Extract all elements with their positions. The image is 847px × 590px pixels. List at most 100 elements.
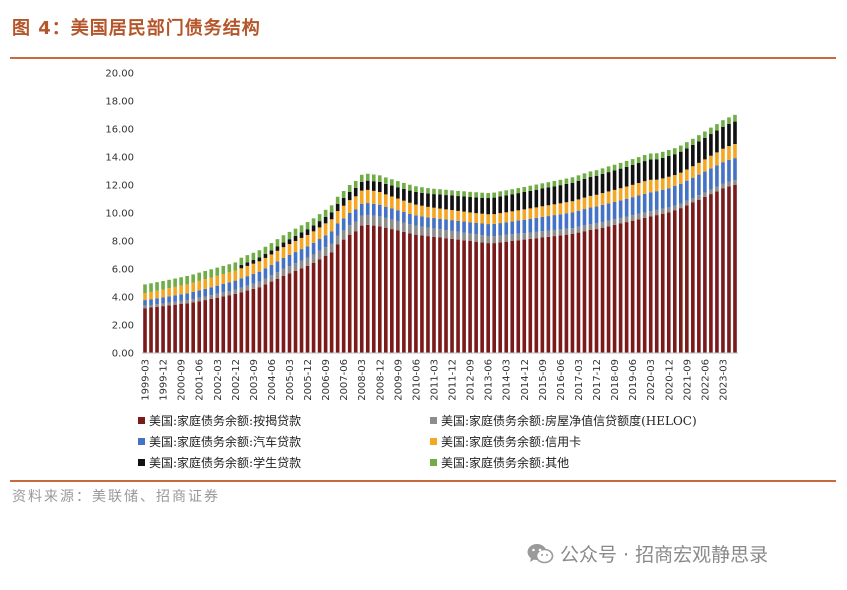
bar-segment-s0-2012-03 (456, 239, 460, 353)
bar-segment-s4-2008-03 (359, 181, 364, 191)
bar-segment-s3-2010-03 (408, 202, 412, 214)
bar-segment-s3-2005-03 (287, 244, 292, 255)
bar-segment-s5-2004-09 (275, 239, 280, 247)
y-tick-label: 10.00 (105, 209, 134, 220)
bar-segment-s1-2021-09 (685, 200, 689, 206)
bar-segment-s3-2018-12 (618, 188, 623, 201)
bar-segment-s0-2011-06 (438, 237, 442, 353)
x-tick-label: 2021-09 (682, 359, 693, 401)
bar-segment-s1-2001-12 (209, 295, 214, 299)
bar-segment-s5-2022-03 (697, 135, 701, 142)
bar-segment-s5-2017-09 (588, 171, 593, 178)
bar-segment-s3-2002-09 (227, 272, 232, 283)
legend-item: 美国:家庭债务余额:汽车贷款 (138, 433, 301, 450)
bar-segment-s3-2015-03 (528, 208, 533, 219)
bar-segment-s3-2008-09 (371, 190, 376, 204)
bar-segment-s2-2014-03 (504, 222, 509, 235)
bar-segment-s5-2018-03 (600, 168, 605, 174)
bar-segment-s4-2011-09 (444, 195, 448, 210)
x-axis: 1999-03 1999-12 2000-09 2001-06 2002-03 2002-… (141, 352, 738, 401)
legend-label: 美国:家庭债务余额:信用卡 (441, 435, 582, 449)
bar-segment-s3-2007-09 (347, 200, 352, 213)
bar-segment-s5-2008-03 (359, 174, 364, 182)
bar-segment-s2-2018-03 (600, 204, 605, 222)
bar-segment-s4-2017-12 (594, 175, 599, 195)
bar-segment-s0-2021-09 (685, 205, 689, 353)
bar-segment-s1-2012-03 (456, 231, 460, 240)
bar-segment-s3-2009-03 (384, 194, 388, 207)
bar-segment-s1-2020-12 (666, 207, 671, 213)
bar-segment-s5-1999-03 (143, 284, 147, 294)
bar-segment-s5-2023-09 (733, 114, 737, 122)
bar-segment-s4-2007-12 (353, 187, 358, 197)
watermark: 公众号 · 招商宏观静思录 (526, 540, 768, 567)
bar-segment-s5-2017-06 (582, 173, 587, 179)
bar-segment-s1-2000-03 (167, 302, 171, 306)
bar-segment-s0-2002-06 (221, 296, 226, 353)
bar-segment-s5-2020-06 (654, 153, 659, 160)
bar-segment-s0-2003-06 (245, 290, 250, 353)
bar-segment-s5-2021-03 (672, 148, 677, 155)
bar-segment-s1-2006-09 (323, 247, 328, 256)
bar-segment-s5-2005-09 (299, 225, 304, 233)
bar-segment-s1-2006-03 (311, 254, 316, 263)
bar-segment-s3-2014-03 (504, 212, 509, 223)
bar-segment-s0-2020-06 (654, 215, 659, 353)
bar-segment-s3-2018-03 (600, 193, 605, 205)
bar-segment-s0-2017-12 (594, 229, 599, 353)
bar-segment-s5-2006-12 (329, 205, 334, 213)
bar-segment-s0-2023-09 (733, 185, 737, 353)
bar-segment-s4-2006-12 (329, 212, 334, 220)
bar-segment-s2-2014-06 (510, 221, 515, 235)
bar-segment-s0-2005-06 (293, 270, 298, 353)
bar-segment-s5-2013-06 (486, 192, 490, 199)
x-tick-label: 2018-09 (610, 359, 621, 401)
bar-segment-s4-2005-06 (293, 235, 298, 241)
bar-segment-s1-2022-09 (709, 189, 713, 195)
bar-segment-s0-2018-12 (618, 223, 623, 353)
bar-segment-s2-2019-03 (624, 198, 629, 217)
bar-segment-s2-2021-06 (679, 183, 683, 204)
x-tick-label: 2010-06 (411, 359, 422, 401)
bar-segment-s2-2016-09 (564, 213, 569, 229)
bar-segment-s3-2019-06 (630, 184, 635, 198)
bar-segment-s2-1999-09 (155, 298, 159, 305)
bar-segment-s3-2011-09 (444, 209, 448, 220)
bar-segment-s3-2018-06 (606, 191, 611, 204)
x-tick-label: 2004-06 (267, 359, 278, 401)
bar-segment-s2-2001-12 (209, 287, 214, 296)
bar-segment-s2-2010-09 (420, 216, 424, 227)
x-tick-label: 2005-12 (303, 359, 314, 401)
bar-segment-s0-2017-09 (588, 229, 593, 353)
bar-segment-s5-1999-09 (155, 282, 159, 291)
bar-segment-s2-2020-06 (654, 191, 659, 210)
bar-segment-s2-2021-12 (691, 177, 695, 199)
legend-swatch (430, 459, 437, 466)
y-tick-label: 6.00 (112, 265, 134, 276)
bar-segment-s4-2014-03 (504, 195, 509, 213)
x-tick-label: 2017-12 (592, 359, 603, 401)
bar-segment-s3-2006-09 (323, 223, 328, 236)
bar-segment-s1-2015-09 (540, 231, 545, 238)
bar-segment-s2-2015-06 (534, 217, 539, 232)
bar-segment-s3-2020-03 (648, 179, 653, 193)
bar-segment-s1-2017-03 (576, 226, 581, 233)
bar-segment-s2-2005-09 (299, 249, 304, 261)
bar-segment-s2-2003-09 (251, 273, 256, 284)
bar-segment-s3-2008-06 (365, 189, 370, 204)
bar-segment-s1-2023-06 (727, 181, 731, 187)
bar-segment-s3-2001-12 (209, 277, 214, 288)
x-tick-label: 2022-06 (700, 359, 711, 401)
bar-segment-s1-2001-06 (197, 297, 201, 302)
bar-segment-s4-2015-06 (534, 189, 539, 208)
bar-segment-s1-2011-12 (450, 230, 454, 239)
bar-segment-s5-2014-12 (522, 186, 527, 192)
bar-segment-s1-2010-12 (426, 227, 430, 237)
bar-segment-s1-2020-09 (660, 208, 665, 214)
bar-segment-s2-2002-09 (227, 282, 232, 291)
bar-segment-s3-2023-09 (733, 143, 737, 159)
legend-swatch (138, 438, 145, 445)
bar-segment-s1-2004-12 (281, 268, 286, 276)
x-tick-label: 1999-03 (141, 359, 152, 401)
bar-segment-s3-2005-12 (305, 234, 310, 247)
